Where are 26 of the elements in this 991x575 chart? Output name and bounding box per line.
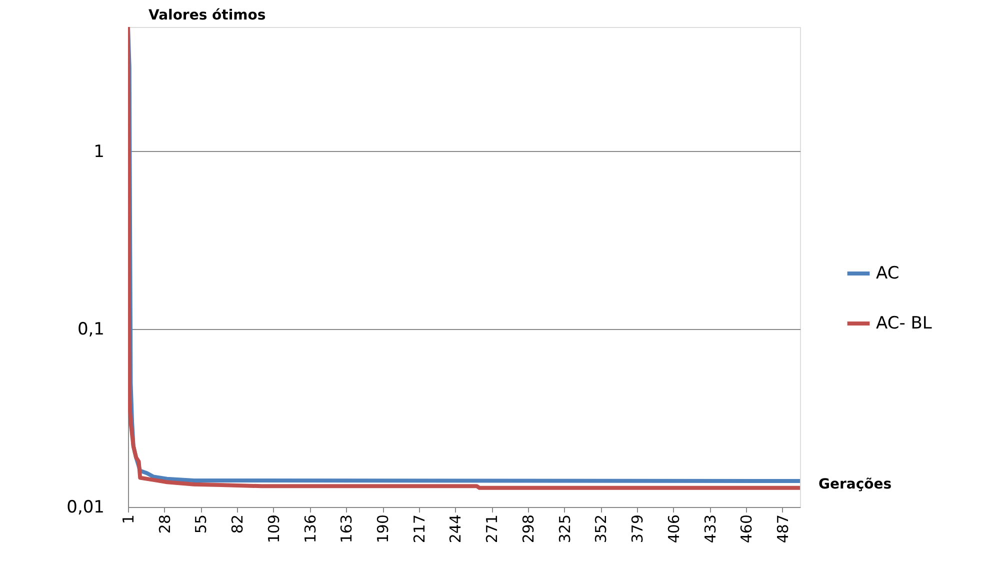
y-tick-label: 0,01 — [66, 498, 104, 518]
y-tick-label: 1 — [94, 142, 104, 162]
x-tick-label: 244 — [446, 514, 465, 544]
x-tick-label: 1 — [120, 514, 138, 524]
x-tick-label: 82 — [228, 514, 247, 534]
x-tick-label: 406 — [664, 514, 683, 544]
x-tick-label: 433 — [701, 514, 720, 544]
legend-label: AC — [876, 264, 900, 284]
x-tick-label: 136 — [301, 514, 320, 544]
y-tick-label: 0,1 — [77, 320, 104, 340]
x-tick-label: 190 — [374, 514, 392, 544]
x-tick-label: 487 — [774, 514, 792, 544]
x-tick-label: 271 — [483, 514, 502, 544]
x-tick-label: 352 — [592, 514, 610, 544]
legend-label: AC- BL — [876, 314, 932, 334]
x-tick-label: 460 — [738, 514, 756, 544]
x-tick-label: 298 — [519, 514, 538, 544]
x-tick-label: 55 — [192, 514, 210, 534]
x-tick-label: 109 — [264, 514, 283, 544]
x-axis-title: Gerações — [818, 476, 892, 492]
x-tick-label: 28 — [156, 514, 174, 534]
x-tick-label: 163 — [338, 514, 356, 544]
x-tick-label: 217 — [410, 514, 428, 544]
y-axis-title: Valores ótimos — [148, 8, 266, 24]
x-tick-label: 325 — [556, 514, 574, 544]
x-tick-label: 379 — [628, 514, 647, 544]
